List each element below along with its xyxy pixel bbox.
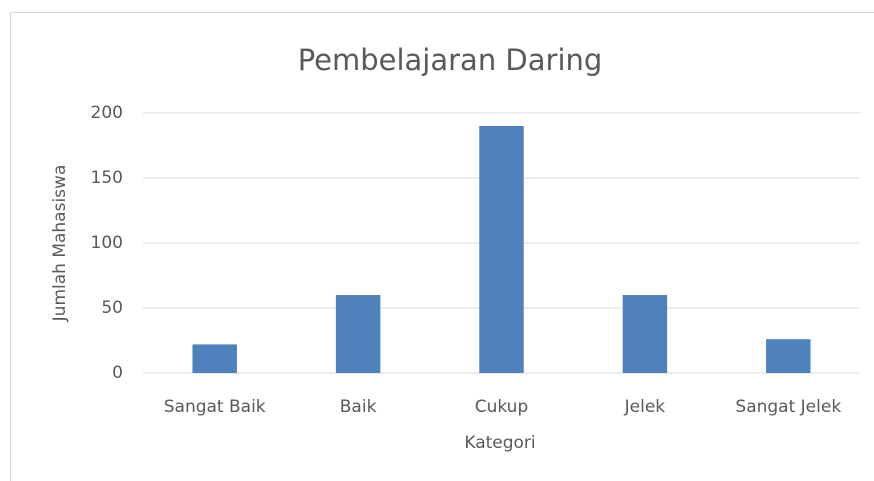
y-tick-label: 50 (101, 298, 123, 318)
y-tick-label: 200 (91, 103, 123, 123)
chart-title: Pembelajaran Daring (298, 43, 603, 77)
x-tick-label: Jelek (624, 397, 666, 417)
chart-frame (10, 12, 874, 481)
x-axis-label: Kategori (464, 433, 535, 453)
bar (479, 126, 524, 373)
y-tick-label: 150 (91, 168, 123, 188)
y-axis-label: Jumlah Mahasiswa (50, 165, 70, 323)
x-tick-label: Cukup (475, 397, 529, 417)
x-tick-label: Sangat Jelek (735, 397, 841, 417)
x-tick-label: Baik (340, 397, 377, 417)
bar (335, 295, 381, 373)
x-tick-label: Sangat Baik (164, 397, 266, 417)
bar (766, 339, 811, 373)
bar (622, 295, 668, 373)
bar (192, 344, 237, 373)
y-tick-label: 100 (91, 233, 123, 253)
y-tick-label: 0 (112, 363, 123, 383)
